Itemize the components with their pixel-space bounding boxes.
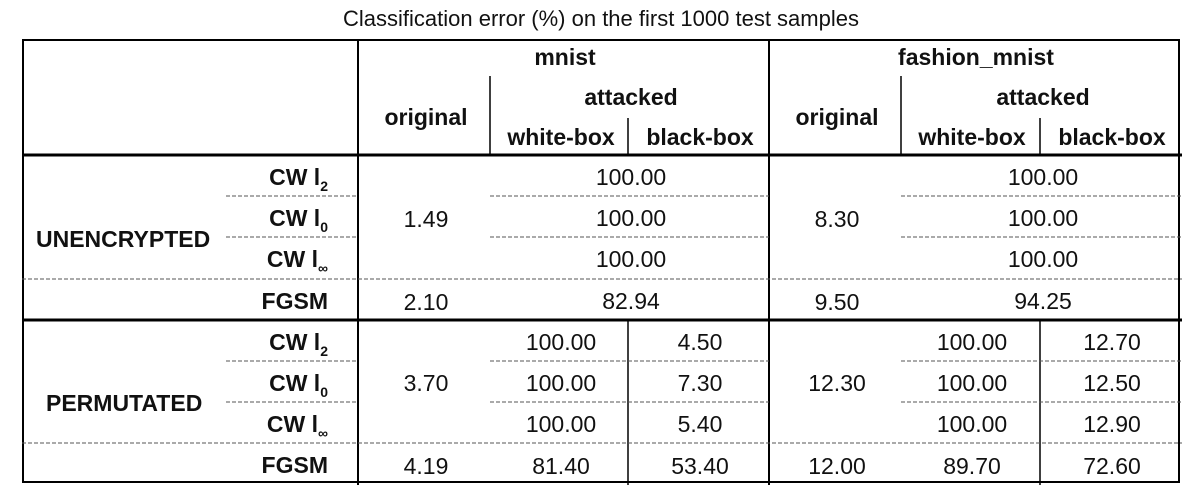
cell-perm-fgsm-mnist-white: 81.40	[532, 453, 590, 479]
group-label-unencrypted: UNENCRYPTED	[36, 226, 211, 252]
cell-perm-fmnist-white-cw-l0: 100.00	[936, 370, 1008, 396]
cell-perm-fgsm-fmnist-original: 12.00	[808, 453, 866, 479]
cell-unenc-fgsm-mnist-attacked: 82.94	[602, 288, 660, 314]
cell-unenc-mnist-cw-linf: 100.00	[595, 246, 667, 272]
header-mnist-attacked: attacked	[584, 84, 678, 110]
cell-unenc-fgsm-fmnist-attacked: 94.25	[1014, 288, 1072, 314]
cell-perm-mnist-white-cw-linf: 100.00	[525, 411, 597, 437]
table-grid-lines	[22, 39, 1182, 485]
attack-label-cw-l0: CW l0	[269, 370, 328, 400]
cell-unenc-fmnist-cw-linf: 100.00	[1007, 246, 1079, 272]
attack-label-cw-l2: CW l2	[269, 164, 328, 194]
cell-unenc-mnist-cw-l2: 100.00	[595, 164, 667, 190]
cell-perm-fmnist-black-cw-linf: 12.90	[1083, 411, 1141, 437]
group-label-permutated: PERMUTATED	[46, 390, 203, 416]
attack-label-fgsm: FGSM	[261, 452, 328, 478]
cell-perm-fgsm-mnist-black: 53.40	[671, 453, 729, 479]
cell-perm-fgsm-mnist-original: 4.19	[403, 453, 449, 479]
cell-unenc-mnist-cw-l0: 100.00	[595, 205, 667, 231]
header-mnist-white-box: white-box	[507, 124, 615, 150]
cell-unenc-mnist-original: 1.49	[403, 206, 449, 232]
cell-perm-mnist-black-cw-linf: 5.40	[677, 411, 723, 437]
cell-unenc-fmnist-cw-l0: 100.00	[1007, 205, 1079, 231]
header-mnist: mnist	[534, 44, 596, 70]
header-mnist-black-box: black-box	[646, 124, 754, 150]
results-table: mnist fashion_mnist original attacked wh…	[22, 39, 1182, 485]
cell-perm-mnist-original: 3.70	[403, 370, 449, 396]
attack-label-cw-linf: CW l∞	[266, 411, 328, 441]
header-fashion-mnist: fashion_mnist	[898, 44, 1054, 70]
cell-unenc-fmnist-original: 8.30	[814, 206, 860, 232]
cell-perm-mnist-white-cw-l2: 100.00	[525, 329, 597, 355]
cell-perm-mnist-white-cw-l0: 100.00	[525, 370, 597, 396]
header-mnist-original: original	[384, 104, 468, 130]
header-fmnist-original: original	[795, 104, 879, 130]
header-fmnist-black-box: black-box	[1058, 124, 1166, 150]
cell-perm-fmnist-black-cw-l0: 12.50	[1083, 370, 1141, 396]
attack-label-fgsm: FGSM	[261, 288, 328, 314]
attack-label-cw-l2: CW l2	[269, 329, 328, 359]
cell-unenc-fmnist-cw-l2: 100.00	[1007, 164, 1079, 190]
cell-perm-fmnist-white-cw-linf: 100.00	[936, 411, 1008, 437]
cell-perm-fmnist-white-cw-l2: 100.00	[936, 329, 1008, 355]
cell-unenc-fgsm-mnist-original: 2.10	[403, 289, 449, 315]
cell-perm-fmnist-black-cw-l2: 12.70	[1083, 329, 1141, 355]
cell-perm-mnist-black-cw-l2: 4.50	[677, 329, 723, 355]
header-fmnist-white-box: white-box	[918, 124, 1026, 150]
attack-label-cw-linf: CW l∞	[266, 246, 328, 276]
table-caption: Classification error (%) on the first 10…	[343, 6, 859, 31]
cell-perm-fmnist-original: 12.30	[808, 370, 866, 396]
cell-perm-fgsm-fmnist-white: 89.70	[943, 453, 1001, 479]
cell-unenc-fgsm-fmnist-original: 9.50	[814, 289, 860, 315]
cell-perm-fgsm-fmnist-black: 72.60	[1083, 453, 1141, 479]
cell-perm-mnist-black-cw-l0: 7.30	[677, 370, 723, 396]
attack-label-cw-l0: CW l0	[269, 205, 328, 235]
header-fmnist-attacked: attacked	[996, 84, 1090, 110]
